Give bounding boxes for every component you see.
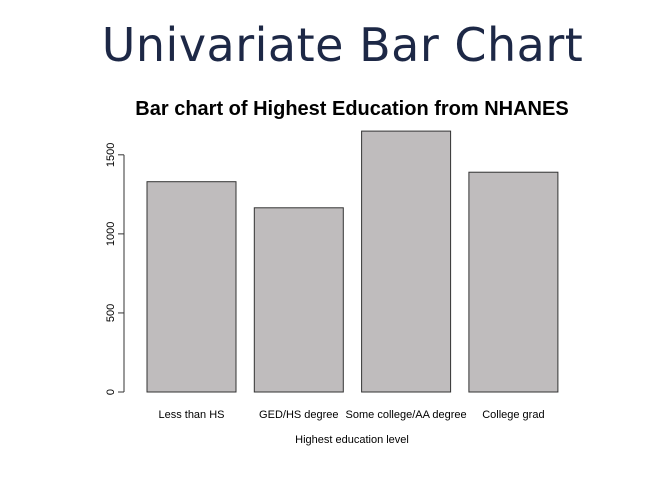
bar-2 [361,130,452,393]
x-axis-label: Highest education level [295,434,409,446]
bar-1 [253,207,344,393]
y-tick-label: 1500 [105,143,117,167]
x-category-label: College grad [482,409,544,421]
slide-title: Univariate Bar Chart [101,18,584,72]
bar-3 [468,171,559,393]
y-tick-label: 0 [105,389,117,395]
y-tick-label: 500 [105,304,117,322]
x-category-label: GED/HS degree [259,409,338,421]
y-axis: 0 500 1000 1500 [105,143,125,395]
bar-0 [146,181,237,393]
chart-title: Bar chart of Highest Education from NHAN… [135,98,568,120]
y-tick-label: 1000 [105,222,117,246]
x-category-labels: Less than HS GED/HS degree Some college/AA… [158,409,544,421]
bars [146,130,559,393]
x-category-label: Less than HS [158,409,224,421]
x-category-label: Some college/AA degree [346,409,467,421]
